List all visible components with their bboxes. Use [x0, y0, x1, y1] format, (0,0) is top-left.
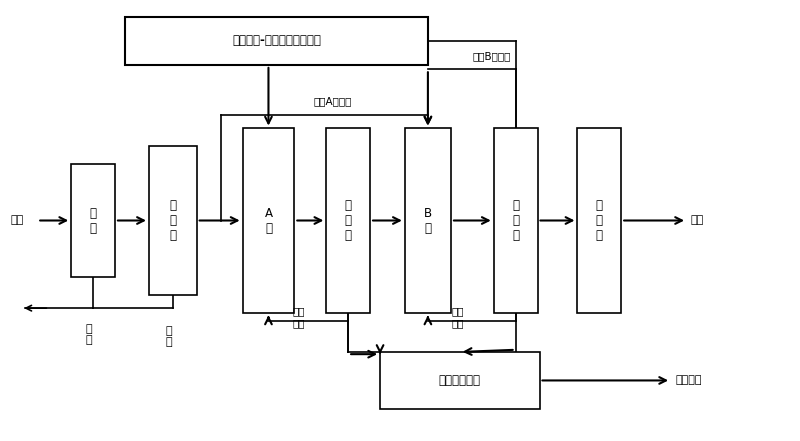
- Text: 超越A级进水: 超越A级进水: [313, 96, 351, 106]
- Bar: [578, 128, 622, 313]
- Text: 污泥浓缩脱水: 污泥浓缩脱水: [438, 374, 481, 387]
- Bar: [242, 128, 294, 313]
- Text: 沉
沙
池: 沉 沙 池: [170, 199, 176, 242]
- Bar: [125, 17, 428, 65]
- Text: 沉
淀
池: 沉 淀 池: [512, 199, 519, 242]
- Bar: [494, 128, 538, 313]
- Text: 回流
污泥: 回流 污泥: [293, 306, 305, 328]
- Text: 回流
污泥: 回流 污泥: [452, 306, 465, 328]
- Text: 栅
渣: 栅 渣: [86, 324, 92, 345]
- Bar: [71, 164, 115, 277]
- Text: 异养硝化-好氧反硝化微生物: 异养硝化-好氧反硝化微生物: [232, 34, 321, 47]
- Bar: [326, 128, 370, 313]
- Bar: [149, 146, 197, 295]
- Bar: [380, 352, 539, 409]
- Text: 干泥外运: 干泥外运: [675, 375, 702, 385]
- Bar: [405, 128, 451, 313]
- Text: 沉
淀
池: 沉 淀 池: [345, 199, 352, 242]
- Text: 出水: 出水: [691, 216, 704, 225]
- Text: 沙
渣: 沙 渣: [166, 326, 172, 348]
- Text: 超越B级出水: 超越B级出水: [473, 52, 511, 61]
- Text: B
池: B 池: [424, 206, 432, 235]
- Text: 进水: 进水: [10, 216, 24, 225]
- Text: 格
栅: 格 栅: [90, 206, 97, 235]
- Text: A
池: A 池: [265, 206, 273, 235]
- Text: 消
毒
池: 消 毒 池: [596, 199, 603, 242]
